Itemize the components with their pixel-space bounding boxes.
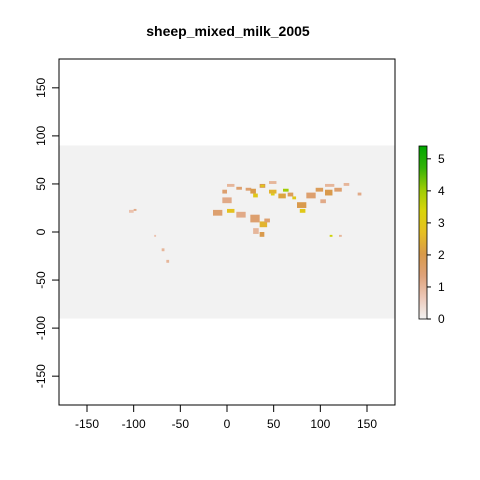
raster-cell: [339, 234, 342, 237]
y-tick-label: 0: [34, 228, 48, 235]
raster-cell: [287, 192, 294, 197]
raster-cell: [222, 189, 227, 194]
raster-cell: [283, 188, 289, 192]
y-tick-label: -150: [34, 364, 48, 388]
x-tick-label: -100: [122, 417, 146, 431]
raster-cell: [129, 209, 134, 213]
y-tick-label: 100: [34, 126, 48, 146]
raster-cell: [227, 208, 235, 213]
x-axis: -150 -100 -50 0 50 100 150: [75, 404, 377, 431]
raster-cell: [245, 187, 252, 191]
raster-cell: [213, 209, 223, 216]
raster-cell: [253, 193, 258, 198]
plot-region: [58, 58, 396, 406]
raster-cell: [297, 202, 307, 208]
raster-cell: [320, 199, 326, 204]
raster-cell: [325, 183, 335, 187]
legend-tick-label: 3: [438, 216, 445, 230]
raster-cell: [329, 234, 333, 237]
x-tick-label: 100: [310, 417, 330, 431]
legend-tick-label: 1: [438, 280, 445, 294]
raster-cell: [227, 183, 235, 187]
raster-cell: [166, 259, 170, 263]
y-tick-label: 150: [34, 78, 48, 98]
raster-cell: [236, 186, 242, 190]
raster-cell: [222, 197, 232, 204]
raster-cell: [334, 187, 342, 192]
color-legend: 0 1 2 3 4 5: [418, 145, 445, 326]
raster-cell: [270, 193, 275, 196]
raster-cell: [269, 189, 277, 194]
legend-tick-label: 5: [438, 152, 445, 166]
raster-cell: [292, 196, 297, 200]
raster-cell: [133, 208, 137, 211]
raster-cell: [299, 208, 306, 213]
x-tick-label: 0: [224, 417, 231, 431]
raster-cell: [161, 248, 165, 252]
raster-cell: [269, 181, 277, 184]
chart-title: sheep_mixed_milk_2005: [146, 23, 310, 39]
raster-cell: [154, 234, 157, 237]
raster-cell: [325, 189, 333, 196]
legend-colorbar: [418, 145, 428, 320]
x-tick-label: -150: [75, 417, 99, 431]
raster-cell: [315, 187, 324, 192]
y-tick-label: 50: [34, 177, 48, 191]
legend-tick-label: 4: [438, 184, 445, 198]
y-tick-label: -50: [34, 271, 48, 289]
x-tick-label: 150: [357, 417, 377, 431]
legend-tick-label: 0: [438, 312, 445, 326]
raster-cell: [306, 192, 316, 199]
raster-background: [59, 145, 395, 319]
raster-cell: [343, 182, 350, 186]
y-tick-label: -100: [34, 316, 48, 340]
raster-cell: [278, 193, 286, 199]
raster-cell: [236, 211, 246, 218]
raster-cell: [259, 232, 265, 237]
raster-cell: [264, 218, 270, 223]
raster-cell: [250, 188, 256, 194]
raster-cell: [250, 214, 260, 223]
x-tick-label: -50: [172, 417, 190, 431]
y-axis: -150 -100 -50 0 50 100 150: [34, 78, 60, 388]
raster-cell: [260, 184, 265, 187]
raster-cell: [259, 221, 268, 228]
raster-cell: [253, 228, 259, 234]
legend-tick-label: 2: [438, 248, 445, 262]
raster-cell: [357, 192, 362, 196]
x-tick-label: 50: [267, 417, 281, 431]
